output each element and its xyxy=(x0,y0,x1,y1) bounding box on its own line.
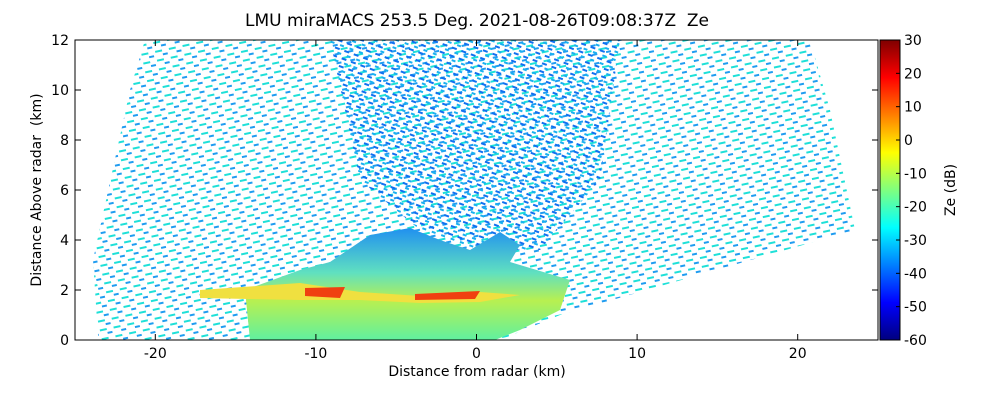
x-axis-label: Distance from radar (km) xyxy=(388,364,565,380)
y-tick-label: 10 xyxy=(51,83,69,99)
x-tick-label: 20 xyxy=(789,346,807,362)
colorbar-tick-label: -10 xyxy=(904,166,927,182)
radar-echo xyxy=(93,40,855,340)
y-tick-label: 2 xyxy=(60,283,69,299)
x-tick-label: -20 xyxy=(144,346,167,362)
y-tick-label: 12 xyxy=(51,33,69,49)
y-tick-label: 4 xyxy=(60,233,69,249)
colorbar-tick-label: -60 xyxy=(904,333,927,349)
x-tick-label: 0 xyxy=(472,346,481,362)
y-tick-label: 8 xyxy=(60,133,69,149)
colorbar-label: Ze (dB) xyxy=(943,164,959,216)
colorbar-tick-label: -50 xyxy=(904,300,927,316)
clear-air-echo xyxy=(330,40,620,250)
y-tick-label: 6 xyxy=(60,183,69,199)
cloud-echo xyxy=(245,228,570,340)
x-tick-label: 10 xyxy=(628,346,646,362)
colorbar-tick-label: -30 xyxy=(904,233,927,249)
y-axis-label: Distance Above radar (km) xyxy=(29,93,45,286)
colorbar-tick-label: 0 xyxy=(904,133,913,149)
colorbar-tick-label: 30 xyxy=(904,33,922,49)
x-tick-label: -10 xyxy=(304,346,327,362)
melting-layer xyxy=(305,287,480,300)
colorbar-tick-label: 10 xyxy=(904,100,922,116)
chart-title: LMU miraMACS 253.5 Deg. 2021-08-26T09:08… xyxy=(245,11,709,31)
colorbar-tick-label: 20 xyxy=(904,66,922,82)
colorbar-tick-label: -40 xyxy=(904,266,927,282)
colorbar-tick-label: -20 xyxy=(904,200,927,216)
colorbar xyxy=(879,39,901,341)
y-tick-label: 0 xyxy=(60,333,69,349)
